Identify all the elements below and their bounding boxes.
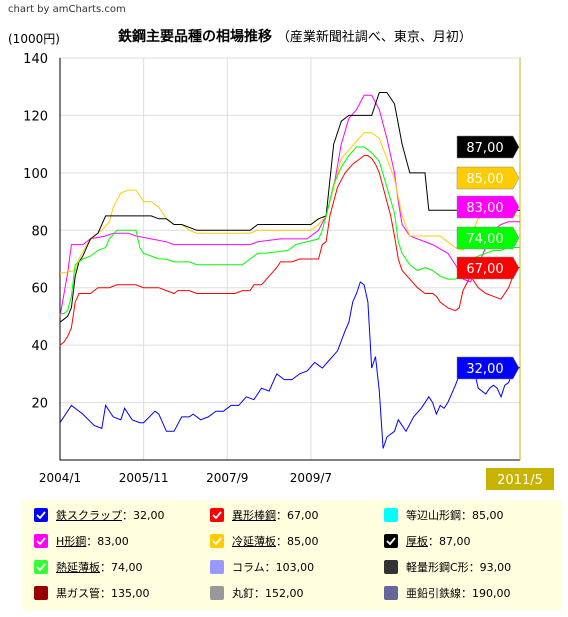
legend-item-name: 異形棒鋼 (232, 509, 276, 522)
checkbox-unchecked-icon[interactable] (210, 560, 224, 574)
value-balloon-label: 67,00 (466, 262, 503, 277)
value-balloon (456, 195, 520, 219)
legend-item-name: 熱延薄板 (56, 561, 100, 574)
legend-item-name: 冷延薄板 (232, 535, 276, 548)
legend-item-value: ：103,00 (264, 561, 315, 574)
legend-item-name: 亜鉛引鉄線 (406, 587, 461, 600)
y-axis-unit-label: (1000円) (8, 32, 60, 46)
legend-item-value: ：32,00 (122, 509, 165, 522)
checkbox-unchecked-icon[interactable] (384, 586, 398, 600)
checkbox-unchecked-icon[interactable] (34, 586, 48, 600)
legend-item-value: ：83,00 (86, 535, 129, 548)
legend-item-value: ：135,00 (100, 587, 150, 600)
legend-item[interactable]: 熱延薄板 ：74,00 (34, 559, 143, 575)
legend-item-value: ：190,00 (461, 587, 511, 600)
legend-item[interactable]: 軽量形鋼C形 ：93,00 (384, 559, 511, 575)
cursor-x-label: 2011/5 (497, 473, 543, 488)
checkbox-unchecked-icon[interactable] (384, 508, 398, 522)
x-tick-label: 2009/7 (290, 471, 332, 485)
checkbox-unchecked-icon[interactable] (384, 560, 398, 574)
legend-item-value: ：152,00 (254, 587, 304, 600)
legend-item[interactable]: 丸釘 ：152,00 (210, 585, 304, 601)
checkbox-checked-icon[interactable] (384, 534, 398, 548)
chart-title-main: 鉄鋼主要品種の相場推移 (118, 29, 272, 45)
cursor-x-label-box (486, 468, 554, 490)
y-tick-label: 40 (31, 339, 48, 354)
legend-item[interactable]: 冷延薄板 ：85,00 (210, 533, 319, 549)
legend-item-name: H形鋼 (56, 535, 87, 548)
checkbox-checked-icon[interactable] (34, 534, 48, 548)
value-balloon (456, 256, 520, 280)
series-line[interactable] (59, 155, 520, 346)
value-balloon-label: 32,00 (466, 362, 503, 377)
value-balloon (456, 226, 520, 250)
legend-item-name: 軽量形鋼C形 (406, 561, 469, 574)
chart-legend: 鉄スクラップ ：32,00 異形棒鋼 ：67,00 等辺山形鋼 ：85,00 H形鋼 ：83,… (22, 500, 562, 610)
y-tick-label: 100 (23, 167, 48, 182)
value-balloon (456, 356, 520, 380)
legend-item-value: ：85,00 (461, 509, 504, 522)
y-tick-label: 140 (23, 52, 48, 67)
legend-item[interactable]: 黒ガス管 ：135,00 (34, 585, 150, 601)
legend-item[interactable]: 異形棒鋼 ：67,00 (210, 507, 319, 523)
plot-area (59, 57, 521, 461)
legend-item-name: コラム (232, 561, 265, 574)
checkbox-checked-icon[interactable] (34, 560, 48, 574)
legend-item[interactable]: H形鋼 ：83,00 (34, 533, 129, 549)
legend-item-value: ：67,00 (276, 509, 319, 522)
checkbox-unchecked-icon[interactable] (210, 586, 224, 600)
legend-item-name: 丸釘 (232, 587, 254, 600)
legend-item-name: 鉄スクラップ (56, 509, 122, 522)
checkbox-checked-icon[interactable] (210, 508, 224, 522)
y-tick-label: 60 (31, 282, 48, 297)
legend-item-name: 厚板 (406, 535, 428, 548)
legend-item-value: ：93,00 (468, 561, 512, 574)
series-line[interactable] (59, 132, 520, 274)
legend-item[interactable]: コラム ：103,00 (210, 559, 314, 575)
y-tick-label: 120 (23, 109, 48, 124)
legend-item[interactable]: 鉄スクラップ ：32,00 (34, 507, 165, 523)
chart-title: 鉄鋼主要品種の相場推移 （産業新聞社調べ、東京、月初） (118, 26, 472, 46)
legend-item-value: ：85,00 (276, 535, 319, 548)
value-balloon (456, 135, 520, 159)
x-tick-label: 2005/11 (119, 471, 169, 485)
legend-item-name: 等辺山形鋼 (406, 509, 461, 522)
series-line[interactable] (59, 92, 520, 323)
checkbox-checked-icon[interactable] (210, 534, 224, 548)
y-tick-label: 80 (31, 224, 48, 239)
chart-title-subtitle: （産業新聞社調べ、東京、月初） (276, 30, 472, 45)
value-balloon-label: 87,00 (466, 141, 503, 156)
legend-item-value: ：87,00 (428, 535, 471, 548)
legend-item[interactable]: 等辺山形鋼 ：85,00 (384, 507, 504, 523)
legend-item-value: ：74,00 (100, 561, 143, 574)
chart-credit[interactable]: chart by amCharts.com (8, 4, 126, 15)
line-chart[interactable]: 2004/1 2005/11 2007/9 2009/7 20 40 60 80 100 120 1… (0, 0, 568, 500)
value-balloon-label: 83,00 (466, 201, 503, 216)
legend-item[interactable]: 厚板 ：87,00 (384, 533, 471, 549)
value-balloon-label: 74,00 (466, 232, 503, 247)
checkbox-checked-icon[interactable] (34, 508, 48, 522)
x-tick-label: 2007/9 (206, 471, 248, 485)
y-tick-label: 20 (31, 397, 48, 412)
series-line[interactable] (60, 146, 520, 315)
legend-item-name: 黒ガス管 (56, 587, 100, 600)
value-balloon-label: 85,00 (466, 172, 503, 187)
x-tick-label: 2004/1 (39, 471, 81, 485)
value-balloon (456, 166, 520, 190)
legend-item[interactable]: 亜鉛引鉄線 ：190,00 (384, 585, 511, 601)
